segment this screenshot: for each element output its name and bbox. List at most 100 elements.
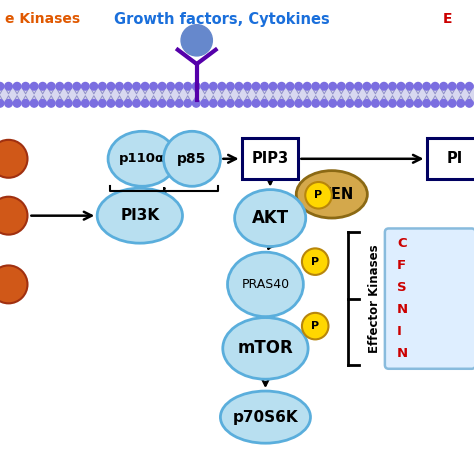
Circle shape [30, 100, 38, 107]
Ellipse shape [108, 131, 176, 186]
Circle shape [73, 100, 81, 107]
Circle shape [355, 100, 362, 107]
Circle shape [5, 100, 12, 107]
Circle shape [181, 25, 212, 56]
Circle shape [414, 100, 422, 107]
Circle shape [192, 82, 200, 90]
Text: N: N [397, 303, 408, 316]
Circle shape [141, 82, 149, 90]
Text: Effector Kinases: Effector Kinases [368, 244, 381, 353]
Circle shape [167, 100, 174, 107]
Circle shape [448, 82, 456, 90]
Text: N: N [397, 347, 408, 360]
Circle shape [0, 82, 4, 90]
Circle shape [201, 100, 209, 107]
Circle shape [227, 100, 234, 107]
Circle shape [448, 100, 456, 107]
Circle shape [56, 100, 64, 107]
Circle shape [22, 82, 29, 90]
Text: F: F [397, 259, 406, 272]
Circle shape [184, 100, 191, 107]
Text: P: P [314, 190, 323, 201]
Circle shape [64, 100, 72, 107]
Circle shape [372, 100, 379, 107]
Text: PRAS40: PRAS40 [241, 278, 290, 291]
Circle shape [107, 100, 115, 107]
Circle shape [295, 82, 302, 90]
Circle shape [269, 82, 277, 90]
FancyBboxPatch shape [242, 138, 299, 179]
Circle shape [133, 100, 140, 107]
Circle shape [440, 82, 447, 90]
Circle shape [99, 82, 106, 90]
Circle shape [431, 100, 439, 107]
Circle shape [124, 100, 132, 107]
Circle shape [346, 82, 354, 90]
Circle shape [0, 265, 27, 303]
Circle shape [457, 82, 465, 90]
Circle shape [201, 82, 209, 90]
Circle shape [167, 82, 174, 90]
Circle shape [56, 82, 64, 90]
Circle shape [90, 82, 98, 90]
Circle shape [465, 100, 473, 107]
Circle shape [150, 100, 157, 107]
Circle shape [389, 100, 396, 107]
Circle shape [82, 82, 89, 90]
Circle shape [423, 100, 430, 107]
Text: p70S6K: p70S6K [233, 410, 298, 425]
Circle shape [47, 82, 55, 90]
Circle shape [261, 100, 268, 107]
Text: p110α: p110α [119, 152, 165, 165]
Circle shape [82, 100, 89, 107]
Circle shape [99, 100, 106, 107]
Circle shape [175, 100, 183, 107]
Circle shape [431, 82, 439, 90]
Circle shape [235, 82, 243, 90]
Circle shape [329, 100, 337, 107]
Text: P: P [311, 321, 319, 331]
Circle shape [0, 100, 4, 107]
Circle shape [286, 82, 294, 90]
Circle shape [107, 82, 115, 90]
Circle shape [414, 82, 422, 90]
Circle shape [22, 100, 29, 107]
Circle shape [269, 100, 277, 107]
Circle shape [244, 82, 251, 90]
Bar [0, 87, 474, 102]
Circle shape [141, 100, 149, 107]
Circle shape [158, 100, 166, 107]
Circle shape [305, 182, 332, 209]
Circle shape [320, 100, 328, 107]
Circle shape [175, 82, 183, 90]
Circle shape [302, 313, 328, 339]
Circle shape [261, 82, 268, 90]
Circle shape [312, 100, 319, 107]
Circle shape [158, 82, 166, 90]
Circle shape [210, 82, 217, 90]
Text: PTEN: PTEN [310, 187, 354, 202]
Circle shape [465, 82, 473, 90]
Circle shape [337, 82, 345, 90]
Circle shape [150, 82, 157, 90]
Text: S: S [397, 281, 407, 294]
Circle shape [303, 82, 311, 90]
Circle shape [47, 100, 55, 107]
Ellipse shape [164, 131, 220, 186]
Circle shape [329, 82, 337, 90]
Circle shape [13, 82, 21, 90]
Circle shape [0, 140, 27, 178]
Text: e Kinases: e Kinases [5, 12, 80, 26]
Circle shape [227, 82, 234, 90]
Circle shape [295, 100, 302, 107]
Text: E: E [443, 12, 453, 26]
Circle shape [252, 100, 260, 107]
Circle shape [278, 100, 285, 107]
Circle shape [192, 100, 200, 107]
Circle shape [184, 82, 191, 90]
Circle shape [286, 100, 294, 107]
FancyBboxPatch shape [427, 138, 474, 179]
Circle shape [13, 100, 21, 107]
Text: P: P [311, 256, 319, 267]
Circle shape [302, 248, 328, 275]
